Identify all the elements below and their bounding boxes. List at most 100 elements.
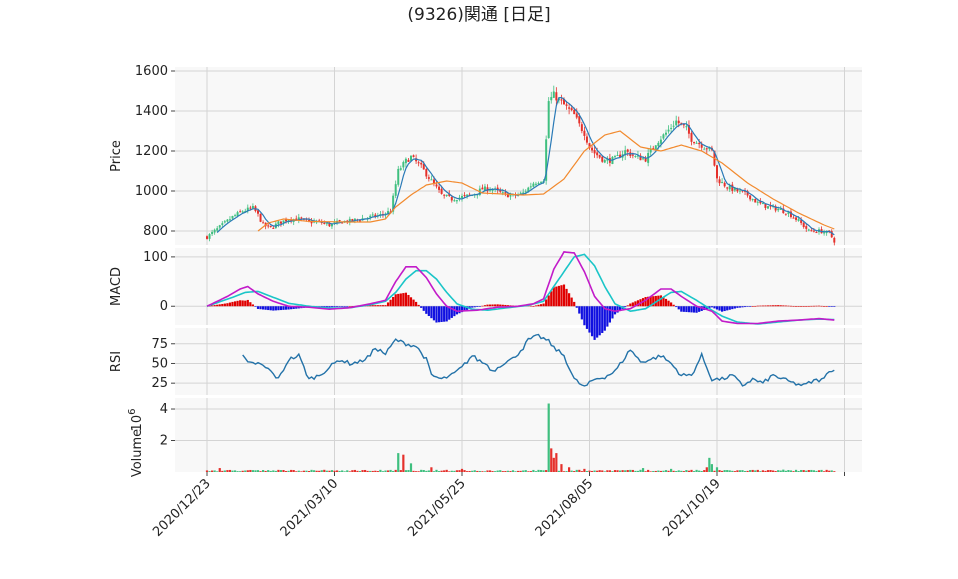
macd-histogram-bar — [555, 286, 558, 307]
volume-bar — [453, 470, 456, 472]
volume-bar — [654, 470, 657, 472]
macd-histogram-bar — [432, 306, 436, 321]
macd-histogram-bar — [218, 304, 221, 307]
candle-body — [639, 155, 642, 161]
macd-histogram-bar — [792, 305, 795, 307]
y-tick-label: 4 — [160, 402, 168, 417]
macd-histogram-bar — [259, 306, 262, 310]
macd-histogram-bar — [562, 284, 566, 307]
macd-histogram-bar — [394, 294, 397, 307]
candle-body — [631, 154, 634, 156]
volume-bar — [351, 470, 354, 472]
macd-histogram-bar — [789, 305, 793, 307]
macd-histogram-bar — [754, 305, 757, 307]
macd-histogram-bar — [539, 304, 543, 307]
volume-bar — [488, 470, 492, 472]
volume-bar — [374, 470, 377, 472]
y-tick-label: 50 — [151, 356, 168, 371]
candle-body — [412, 155, 415, 157]
volume-bar — [307, 471, 311, 472]
macd-histogram-bar — [718, 306, 721, 311]
candle-body — [756, 201, 759, 203]
volume-bar — [784, 470, 787, 472]
candle-body — [234, 215, 237, 217]
candle-body — [448, 193, 451, 196]
candle-body — [754, 198, 757, 203]
macd-histogram-bar — [624, 306, 627, 308]
candle-body — [703, 148, 706, 150]
volume-bar — [685, 470, 688, 472]
macd-histogram-bar — [728, 306, 731, 310]
macd-histogram-bar — [802, 306, 805, 307]
volume-bar — [723, 470, 726, 472]
macd-histogram-bar — [422, 306, 425, 311]
volume-bar — [728, 470, 731, 472]
candle-body — [563, 98, 565, 105]
volume-bar — [499, 470, 502, 472]
volume-bar — [473, 470, 476, 472]
macd-histogram-bar — [269, 306, 272, 311]
candle-body — [228, 219, 231, 221]
macd-histogram-bar — [481, 305, 484, 307]
volume-bar — [348, 471, 351, 472]
macd-histogram-bar — [629, 303, 632, 307]
y-tick-label: 100 — [143, 250, 168, 265]
macd-histogram-bar — [338, 306, 341, 307]
macd-histogram-bar — [369, 305, 372, 307]
volume-bar — [251, 470, 254, 472]
candle-body — [427, 177, 430, 179]
macd-histogram-bar — [731, 306, 734, 310]
macd-histogram-bar — [399, 293, 402, 307]
macd-histogram-bar — [738, 306, 742, 308]
volume-bar — [356, 470, 359, 472]
macd-histogram-bar — [680, 306, 683, 312]
macd-histogram-bar — [644, 297, 647, 307]
volume-bar — [244, 470, 247, 472]
candle-body — [568, 107, 571, 109]
volume-bar — [552, 457, 555, 472]
volume-bar — [483, 471, 487, 472]
volume-bar — [384, 470, 387, 472]
macd-histogram-bar — [529, 305, 532, 307]
volume-bar — [802, 470, 805, 472]
volume-bar — [325, 470, 328, 472]
volume-bar — [537, 469, 540, 472]
y-tick-label: 1200 — [135, 144, 168, 159]
macd-histogram-bar — [272, 306, 275, 311]
volume-bar — [443, 470, 446, 472]
volume-bar — [239, 471, 242, 472]
volume-bar — [611, 471, 614, 472]
price-panel-ylabel: Price — [109, 140, 124, 172]
macd-histogram-bar — [274, 306, 277, 311]
macd-histogram-bar — [560, 285, 563, 307]
candle-body — [387, 211, 390, 214]
candle-body — [746, 191, 749, 196]
volume-bar — [534, 471, 538, 472]
volume-bar — [514, 471, 517, 472]
volume-bar — [402, 454, 405, 472]
volume-bar — [667, 470, 670, 472]
volume-bar — [397, 453, 400, 472]
macd-histogram-bar — [723, 306, 726, 312]
candle-body — [269, 225, 272, 227]
candle-body — [795, 217, 798, 220]
volume-bar — [636, 470, 640, 472]
macd-histogram-bar — [580, 306, 583, 320]
volume-bar — [392, 470, 395, 472]
volume-bar — [575, 469, 578, 472]
candle-body — [787, 212, 790, 214]
volume-bar — [300, 471, 303, 472]
macd-histogram-bar — [743, 306, 747, 308]
macd-histogram-bar — [211, 305, 214, 307]
volume-bar — [481, 471, 484, 472]
volume-bar — [522, 470, 525, 472]
candle-body — [792, 217, 795, 219]
candle-body — [432, 179, 435, 184]
macd-histogram-bar — [613, 306, 617, 315]
candle-body — [560, 99, 563, 101]
macd-histogram-bar — [341, 306, 344, 307]
candle-body — [759, 201, 762, 204]
volume-bar — [659, 470, 662, 472]
candle-body — [603, 160, 606, 163]
